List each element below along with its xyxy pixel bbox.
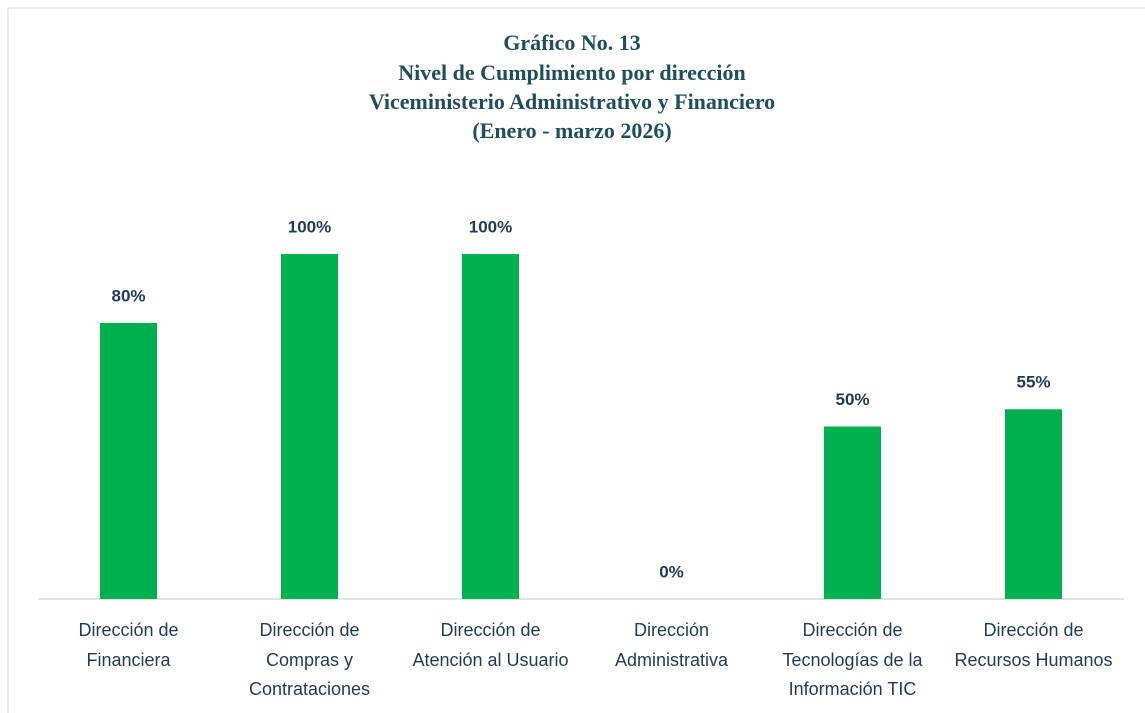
chart-title: Gráfico No. 13	[503, 30, 640, 55]
data-label: 80%	[111, 286, 145, 305]
data-label: 100%	[288, 217, 331, 236]
chart-title: Viceministerio Administrativo y Financie…	[369, 89, 775, 114]
bar	[824, 426, 881, 599]
data-label: 55%	[1016, 373, 1050, 392]
chart-title: (Enero - marzo 2026)	[472, 118, 671, 143]
data-label: 0%	[659, 562, 684, 581]
data-label: 100%	[469, 217, 512, 236]
chart-title: Nivel de Cumplimiento por dirección	[398, 60, 746, 85]
x-tick-label: Dirección de Recursos Humanos	[954, 620, 1113, 670]
bar	[1005, 409, 1062, 599]
x-tick-label: Dirección de Tecnologías de la Informaci…	[782, 620, 923, 699]
data-label: 50%	[835, 390, 869, 409]
x-tick-label: Dirección Administrativa	[614, 620, 729, 670]
x-tick-label: Dirección de Financiera	[78, 620, 179, 670]
x-tick-label: Dirección de Atención al Usuario	[412, 620, 569, 670]
chart-border	[7, 7, 1145, 713]
x-tick-label: Dirección de Compras y Contrataciones	[248, 620, 371, 699]
bar	[281, 254, 338, 599]
bar	[100, 323, 157, 599]
bar	[462, 254, 519, 599]
